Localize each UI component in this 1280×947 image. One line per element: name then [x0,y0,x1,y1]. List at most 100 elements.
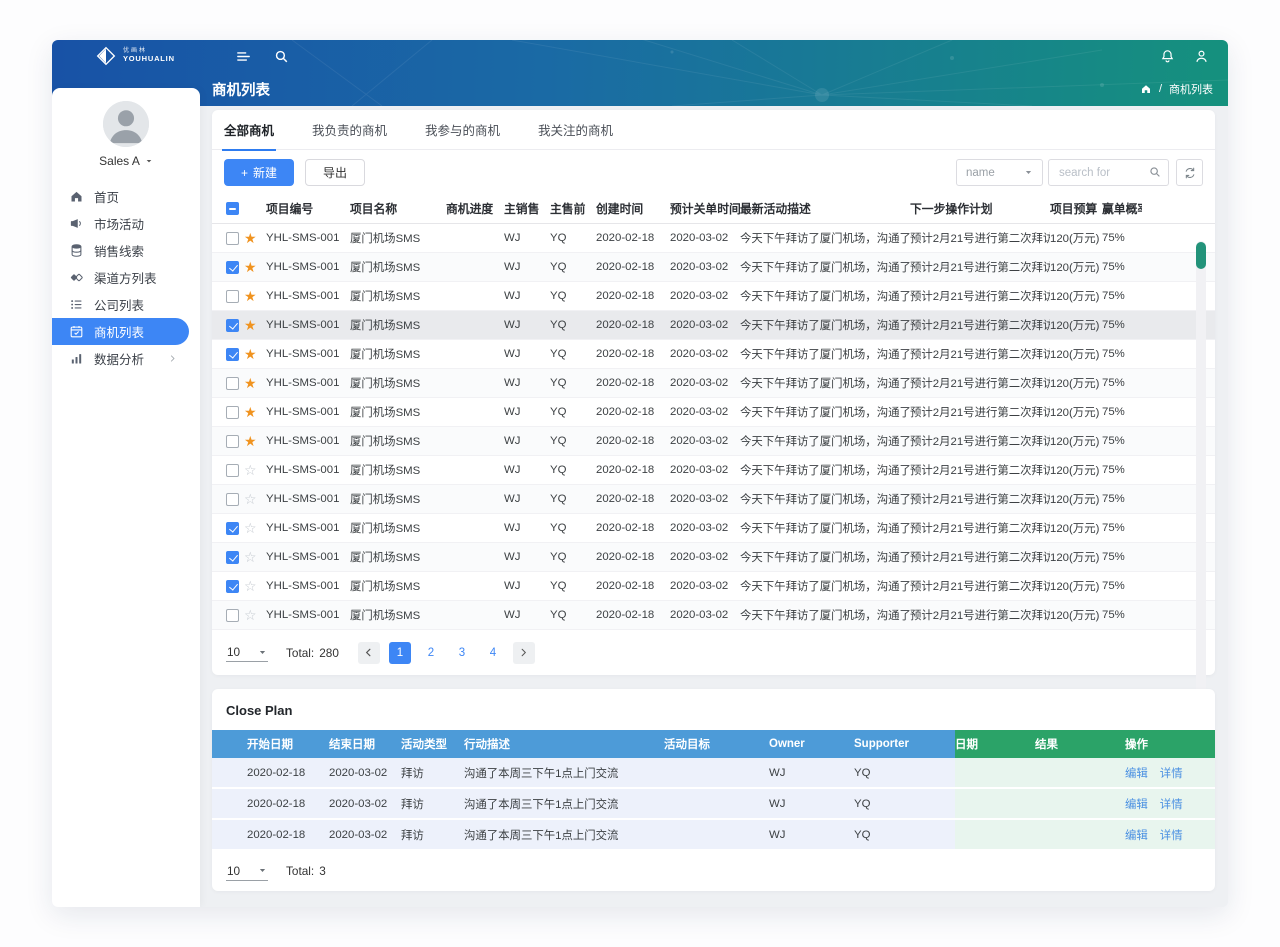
tab-owned[interactable]: 我负责的商机 [312,124,388,138]
user-menu[interactable]: Sales A [52,154,200,168]
row-checkbox[interactable] [226,376,239,390]
select-all-checkbox[interactable] [226,202,239,215]
row-checkbox[interactable] [226,231,239,245]
row-checkbox[interactable] [226,579,239,593]
star-icon[interactable]: ☆ [244,549,257,565]
table-row[interactable]: ★ YHL-SMS-001 厦门机场SMS WJ YQ 2020-02-18 2020-03… [212,311,1215,340]
edit-link[interactable]: 编辑 [1125,767,1148,780]
edit-link[interactable]: 编辑 [1125,829,1148,842]
prev-page-button[interactable] [357,641,380,664]
detail-link[interactable]: 详情 [1159,767,1183,780]
row-checkbox[interactable] [226,434,239,448]
table-row[interactable]: ★ YHL-SMS-001 厦门机场SMS WJ YQ 2020-02-18 2020-03… [212,340,1215,369]
close-plan-row[interactable]: 2020-02-18 2020-03-02 拜访 沟通了本周三下午1点上门交流 WJ YQ… [212,820,1215,849]
breadcrumb-home-icon[interactable] [1140,83,1152,95]
star-icon[interactable]: ☆ [244,462,257,478]
star-icon[interactable]: ★ [244,288,257,304]
cell-date [955,820,1035,849]
cell-main-presales: YQ [550,435,567,447]
close-plan-row[interactable]: 2020-02-18 2020-03-02 拜访 沟通了本周三下午1点上门交流 WJ YQ… [212,758,1215,787]
table-row[interactable]: ★ YHL-SMS-001 厦门机场SMS WJ YQ 2020-02-18 2020-03… [212,369,1215,398]
row-checkbox[interactable] [226,492,239,506]
bell-icon[interactable] [1159,48,1176,65]
row-checkbox[interactable] [226,405,239,419]
logo-icon [96,46,116,66]
table-row[interactable]: ★ YHL-SMS-001 厦门机场SMS WJ YQ 2020-02-18 2020-03… [212,253,1215,282]
tab-all[interactable]: 全部商机 [221,120,277,151]
sidebar-item-data-analysis[interactable]: 数据分析 [52,345,189,372]
cell-expected-close-time: 2020-03-02 [670,464,729,476]
table-row[interactable]: ★ YHL-SMS-001 厦门机场SMS WJ YQ 2020-02-18 2020-03… [212,427,1215,456]
cell-main-presales: YQ [550,464,567,476]
scrollbar-thumb[interactable] [1196,242,1206,269]
page-size-select[interactable]: 10 [226,643,268,662]
sidebar-item-home[interactable]: 首页 [52,183,189,210]
star-icon[interactable]: ☆ [244,491,257,507]
star-icon[interactable]: ★ [244,259,257,275]
close-plan-row[interactable]: 2020-02-18 2020-03-02 拜访 沟通了本周三下午1点上门交流 WJ YQ… [212,789,1215,818]
chevron-right-icon [168,354,177,363]
row-checkbox[interactable] [226,289,239,303]
table-row[interactable]: ☆ YHL-SMS-001 厦门机场SMS WJ YQ 2020-02-18 2020-03… [212,485,1215,514]
page-button-3[interactable]: 3 [458,646,466,659]
star-icon[interactable]: ★ [244,346,257,362]
table-row[interactable]: ☆ YHL-SMS-001 厦门机场SMS WJ YQ 2020-02-18 2020-03… [212,514,1215,543]
sidebar-item-sales-leads[interactable]: 销售线索 [52,237,189,264]
star-icon[interactable]: ☆ [244,520,257,536]
table-row[interactable]: ☆ YHL-SMS-001 厦门机场SMS WJ YQ 2020-02-18 2020-03… [212,456,1215,485]
page-button-2[interactable]: 2 [427,646,435,659]
row-checkbox-cell [226,376,244,390]
cell-project-no: YHL-SMS-001 [266,348,340,360]
sidebar-item-opportunity-list[interactable]: 商机列表 [52,318,189,345]
create-button[interactable]: + 新建 [224,159,295,186]
cell-activity-goal [664,820,769,849]
close-plan-column-owner: Owner [769,738,805,750]
edit-link[interactable]: 编辑 [1125,798,1148,811]
tab-joined[interactable]: 我参与的商机 [425,124,501,138]
page-button-1[interactable]: 1 [388,641,411,664]
calendar-icon [69,324,84,339]
row-checkbox[interactable] [226,608,239,622]
export-button[interactable]: 导出 [305,159,366,186]
star-icon[interactable]: ☆ [244,578,257,594]
table-row[interactable]: ☆ YHL-SMS-001 厦门机场SMS WJ YQ 2020-02-18 2020-03… [212,572,1215,601]
next-page-button[interactable] [512,641,535,664]
star-icon[interactable]: ★ [244,230,257,246]
star-icon[interactable]: ☆ [244,607,257,623]
close-plan-table: 2020-02-18 2020-03-02 拜访 沟通了本周三下午1点上门交流 WJ YQ… [212,758,1215,849]
refresh-button[interactable] [1176,159,1203,186]
row-checkbox[interactable] [226,347,239,361]
row-checkbox[interactable] [226,318,239,332]
breadcrumb-separator: / [1158,83,1162,95]
filter-field-select[interactable]: name [956,159,1043,186]
sidebar-item-company-list[interactable]: 公司列表 [52,291,189,318]
close-plan-column-end-date: 结束日期 [329,739,375,751]
search-input[interactable] [1048,159,1169,186]
detail-link[interactable]: 详情 [1159,829,1183,842]
row-checkbox[interactable] [226,550,239,564]
table-row[interactable]: ★ YHL-SMS-001 厦门机场SMS WJ YQ 2020-02-18 2020-03… [212,282,1215,311]
table-row[interactable]: ★ YHL-SMS-001 厦门机场SMS WJ YQ 2020-02-18 2020-03… [212,224,1215,253]
star-icon[interactable]: ★ [244,375,257,391]
table-row[interactable]: ★ YHL-SMS-001 厦门机场SMS WJ YQ 2020-02-18 2020-03… [212,398,1215,427]
tab-followed[interactable]: 我关注的商机 [538,124,614,138]
user-avatar[interactable] [103,101,149,147]
scrollbar-track[interactable] [1196,241,1206,693]
row-checkbox[interactable] [226,521,239,535]
menu-fold-icon[interactable] [235,48,252,65]
table-row[interactable]: ☆ YHL-SMS-001 厦门机场SMS WJ YQ 2020-02-18 2020-03… [212,543,1215,572]
page-button-4[interactable]: 4 [489,646,497,659]
row-checkbox[interactable] [226,260,239,274]
star-icon[interactable]: ★ [244,433,257,449]
table-row[interactable]: ☆ YHL-SMS-001 厦门机场SMS WJ YQ 2020-02-18 2020-03… [212,601,1215,630]
sidebar-item-channel-list[interactable]: 渠道方列表 [52,264,189,291]
search-icon[interactable] [273,48,290,65]
user-icon[interactable] [1193,48,1210,65]
star-icon[interactable]: ★ [244,317,257,333]
sidebar-item-market-activity[interactable]: 市场活动 [52,210,189,237]
row-checkbox[interactable] [226,463,239,477]
detail-link[interactable]: 详情 [1159,798,1183,811]
close-plan-page-size-select[interactable]: 10 [226,862,268,881]
star-icon[interactable]: ★ [244,404,257,420]
header-checkbox-cell [226,202,244,215]
